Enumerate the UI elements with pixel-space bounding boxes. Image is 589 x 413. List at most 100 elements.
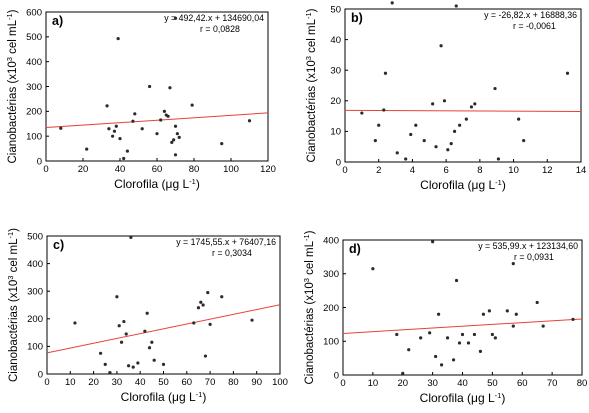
x-tick-label: 10 [508, 165, 519, 176]
x-tick-label: 6 [443, 165, 448, 176]
data-point [452, 129, 457, 133]
y-tick-label: 500 [26, 32, 42, 43]
x-tick-label: 80 [577, 378, 588, 389]
data-point [431, 102, 435, 106]
x-tick-label: 120 [260, 164, 276, 175]
x-tick-label: 20 [397, 378, 408, 389]
data-point [442, 99, 447, 103]
data-point [220, 295, 224, 299]
data-point [511, 262, 515, 266]
data-point [454, 278, 459, 283]
x-tick-label: 10 [368, 378, 379, 389]
y-tick-label: 0 [334, 370, 339, 381]
data-point [150, 340, 154, 344]
y-tick-label: 30 [330, 66, 341, 77]
x-tick-label: 20 [78, 164, 89, 175]
data-point [490, 332, 494, 337]
data-point [111, 134, 115, 138]
regression-line [342, 318, 583, 334]
data-point [428, 331, 432, 335]
data-point [148, 84, 152, 89]
y-tick-label: 300 [26, 82, 42, 93]
y-tick-label: 10 [330, 127, 341, 138]
data-point [108, 371, 112, 375]
y-tick-label: 500 [27, 231, 43, 242]
y-axis-label: Cianobactérias (x103 cel mL-1) [5, 9, 20, 163]
data-point [445, 336, 450, 340]
x-tick-label: 80 [228, 377, 239, 388]
data-point [199, 300, 203, 304]
plot-frame [344, 8, 582, 163]
data-point [250, 318, 254, 322]
panel-label: d) [349, 242, 361, 256]
panel-label: b) [351, 11, 363, 25]
x-tick-label: 70 [205, 377, 216, 388]
data-point [129, 235, 133, 239]
data-point [122, 156, 126, 161]
y-tick-label: 0 [38, 369, 43, 380]
data-point [451, 358, 456, 362]
x-tick-label: 0 [44, 377, 49, 388]
data-point [382, 108, 386, 112]
data-point [395, 151, 399, 155]
regression-line [46, 304, 281, 354]
data-point [107, 127, 111, 131]
x-tick-label: 60 [182, 377, 193, 388]
data-point [458, 123, 462, 127]
y-tick-label: 400 [26, 57, 42, 68]
x-tick-label: 14 [576, 165, 587, 176]
data-point [390, 1, 394, 5]
plot-frame [45, 11, 269, 162]
y-tick-label: 100 [26, 131, 42, 142]
data-point [466, 341, 471, 345]
chart-panel-1: 0 20 40 60 80 100 120 0 100 200 300 400 500 600 a) y = … [5, 7, 276, 191]
y-tick-label: 0 [37, 156, 42, 167]
data-point [449, 142, 453, 146]
x-tick-label: 40 [135, 377, 146, 388]
data-point [155, 132, 159, 136]
data-point [147, 346, 152, 350]
data-point [419, 336, 423, 340]
data-point [454, 4, 458, 8]
x-tick-label: 8 [477, 165, 482, 176]
x-tick-label: 0 [342, 165, 347, 176]
y-axis-label: Cianobactérias (x103 cel mL-1) [6, 228, 21, 382]
data-point [124, 332, 128, 336]
data-point [173, 153, 178, 157]
data-point [478, 349, 483, 353]
data-point [116, 36, 120, 41]
regression-equation: y = 492,42.x + 134690,04 [164, 13, 264, 23]
data-point [133, 112, 137, 116]
data-point [220, 142, 224, 146]
panel-label: a) [52, 14, 63, 28]
data-point [487, 309, 491, 313]
data-point [145, 311, 149, 315]
data-point [535, 300, 539, 305]
data-point [373, 138, 377, 143]
x-tick-label: 60 [152, 164, 163, 175]
data-point [175, 132, 179, 136]
y-axis-label: Cianobactérias (x103 cel mL-1) [304, 8, 319, 162]
x-tick-label: 10 [65, 377, 76, 388]
data-point [85, 147, 89, 151]
regression-equation: y = 1745,55.x + 76407,16 [176, 237, 276, 247]
y-tick-label: 100 [323, 337, 339, 348]
data-point [496, 157, 500, 161]
x-tick-label: 20 [88, 377, 99, 388]
x-tick-label: 30 [112, 377, 123, 388]
data-point [414, 123, 418, 127]
data-point [140, 127, 144, 131]
data-point [514, 312, 518, 316]
y-tick-label: 300 [27, 287, 43, 298]
x-tick-label: 40 [457, 378, 468, 389]
data-point [206, 290, 210, 295]
y-tick-label: 200 [27, 314, 43, 325]
data-point [247, 119, 252, 123]
data-point [565, 71, 570, 75]
data-point [493, 336, 497, 340]
data-point [119, 340, 124, 344]
y-tick-label: 50 [330, 4, 341, 15]
x-tick-label: 4 [410, 165, 415, 176]
data-point [464, 117, 468, 121]
data-point [131, 119, 135, 123]
